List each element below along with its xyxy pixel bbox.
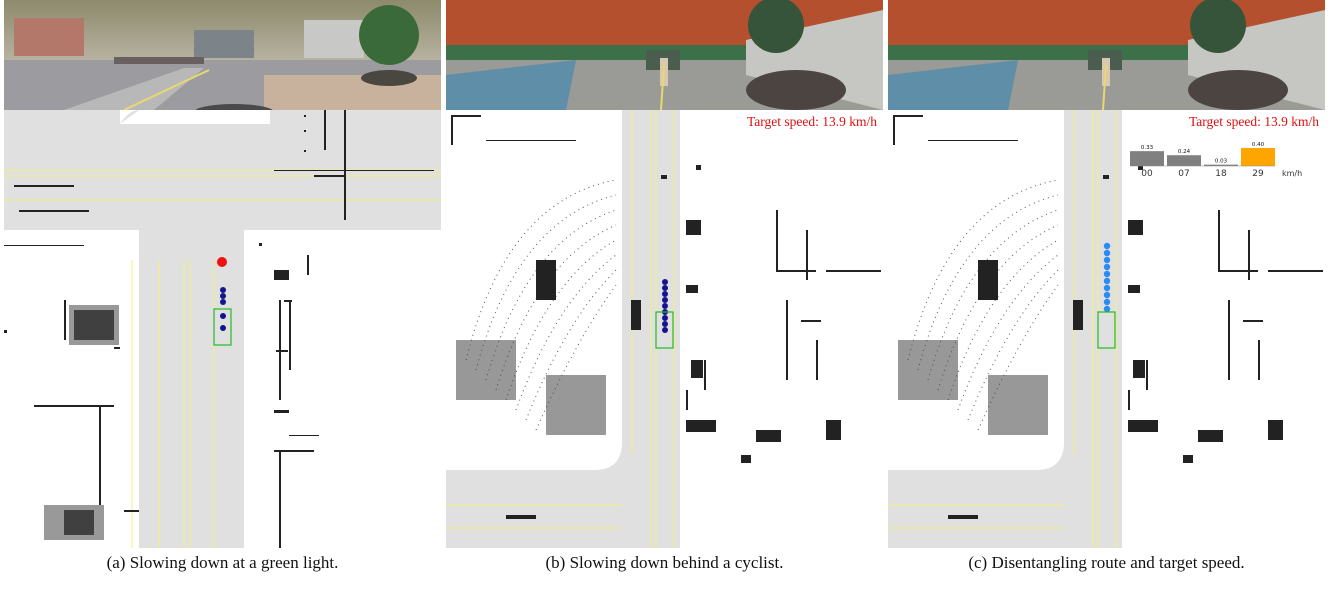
bev-image-b (446, 110, 881, 548)
target-speed-label: Target speed: 13.9 km/h (1188, 114, 1319, 129)
caption-a: (a) Slowing down at a green light. (106, 553, 339, 572)
route-waypoints (220, 287, 226, 331)
bev-map-b: Target speed: 13.9 km/h (446, 110, 883, 548)
caption-c: (c) Disentangling route and target speed… (968, 553, 1245, 572)
bev-map-c: Target speed: 13.9 km/h 0.33 00 0.24 07 0.03… (888, 110, 1325, 548)
bev-image-a (4, 110, 441, 548)
road (888, 110, 1122, 548)
car (888, 60, 1018, 110)
speed-bin-bar-29 (1241, 148, 1275, 166)
ego-vehicle-box (655, 311, 674, 349)
speed-bin-label-00: 00 (1141, 169, 1153, 179)
speed-histogram: 0.33 00 0.24 07 0.03 18 0.40 29 km/h (1130, 142, 1302, 179)
camera-image-b (446, 0, 883, 110)
car (446, 60, 576, 110)
speed-bin-prob-07: 0.24 (1178, 149, 1191, 155)
building (14, 18, 84, 56)
speed-bin-label-18: 18 (1215, 169, 1227, 179)
camera-view-a (4, 0, 441, 110)
stop-target-dot (217, 257, 227, 267)
route-waypoints (1103, 242, 1111, 313)
speed-bin-prob-18: 0.03 (1215, 159, 1228, 165)
bev-map-a (4, 110, 441, 548)
bev-image-c (888, 110, 1323, 548)
camera-image-a (4, 0, 441, 110)
camera-view-c (888, 0, 1325, 110)
speed-bin-bar-00 (1130, 151, 1164, 166)
speed-bin-bar-18 (1204, 164, 1238, 166)
speed-bin-prob-29: 0.40 (1252, 142, 1265, 148)
camera-image-c (888, 0, 1325, 110)
speed-bin-label-29: 29 (1252, 169, 1264, 179)
caption-b: (b) Slowing down behind a cyclist. (545, 553, 784, 572)
panel-b: Target speed: 13.9 km/h (b) Slowing down… (446, 0, 883, 589)
target-speed-label: Target speed: 13.9 km/h (746, 114, 877, 129)
building (304, 20, 364, 58)
building (194, 30, 254, 58)
ego-vehicle-box (213, 308, 232, 346)
ego-vehicle-box (1097, 311, 1116, 349)
road (446, 110, 680, 548)
speed-hist-unit: km/h (1282, 169, 1302, 178)
speed-bin-bar-07 (1167, 155, 1201, 166)
panel-a: (a) Slowing down at a green light. (4, 0, 441, 589)
speed-bin-prob-00: 0.33 (1141, 145, 1154, 151)
route-waypoints (662, 279, 668, 333)
speed-bin-label-07: 07 (1178, 169, 1189, 179)
camera-view-b (446, 0, 883, 110)
panel-c: Target speed: 13.9 km/h 0.33 00 0.24 07 0.03… (888, 0, 1325, 589)
